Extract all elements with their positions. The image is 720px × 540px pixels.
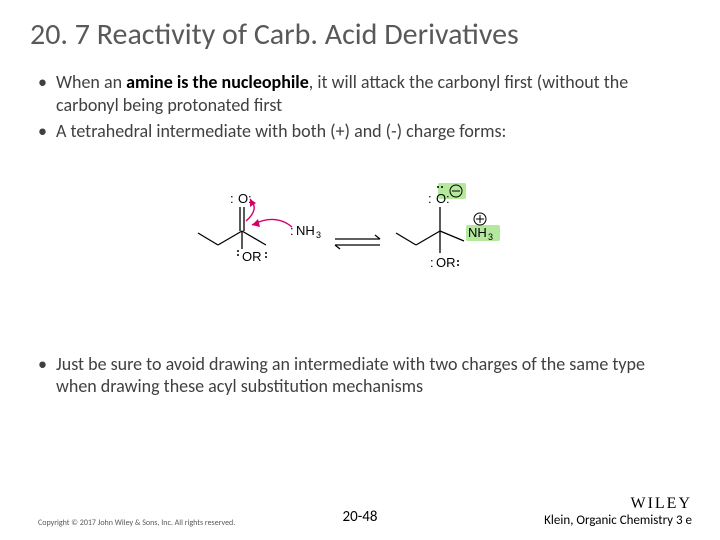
oxygen-label: O [238,191,248,206]
oxygen-label: : [230,191,234,206]
page-number: 20-48 [342,508,377,526]
svg-text:NH: NH [468,225,487,240]
bullet-1: When an amine is the nucleophile, it wil… [38,71,682,116]
copyright-text: Copyright © 2017 John Wiley & Sons, Inc.… [38,518,235,528]
content-area: When an amine is the nucleophile, it wil… [0,61,720,323]
svg-text:3: 3 [488,232,493,242]
bullets-bottom-area: Just be sure to avoid drawing an interme… [0,353,720,398]
chemistry-diagram: : O : OR : NH 3 [38,163,682,323]
svg-text:O: O [436,191,446,206]
svg-text:OR: OR [436,255,456,270]
slide-title: 20. 7 Reactivity of Carb. Acid Derivativ… [0,0,720,61]
oxygen-anion: : [428,191,432,206]
bullet-2: A tetrahedral intermediate with both (+)… [38,120,682,143]
nh3-sub: 3 [316,230,321,240]
wiley-logo: WILEY [544,495,692,513]
svg-text::: : [446,191,450,206]
or-label: OR [242,249,262,264]
svg-text::: : [430,255,434,270]
nh3-label: NH [296,223,315,238]
bullets-top: When an amine is the nucleophile, it wil… [38,71,682,143]
book-reference: Klein, Organic Chemistry 3 e [544,513,692,528]
bullet-3: Just be sure to avoid drawing an interme… [38,353,682,398]
